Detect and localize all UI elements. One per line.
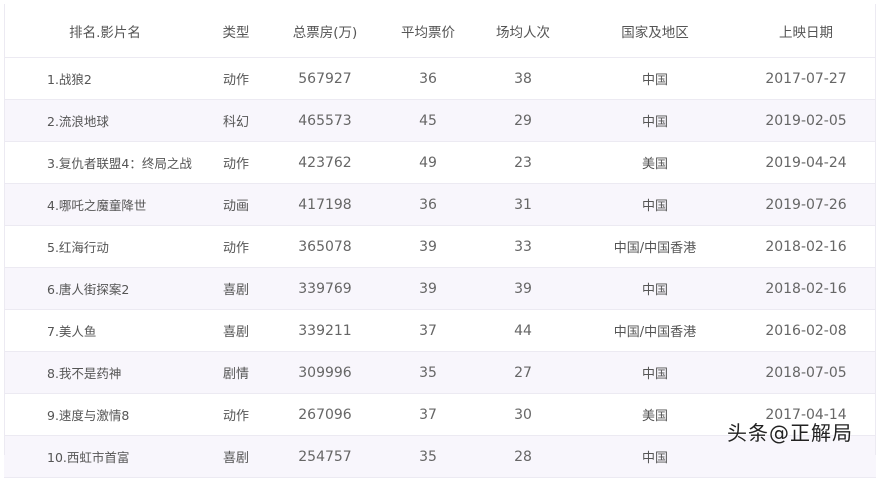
cell-box-office: 309996 [266, 351, 384, 394]
header-release-date: 上映日期 [736, 4, 876, 58]
header-country: 国家及地区 [574, 4, 736, 58]
cell-box-office: 339769 [266, 267, 384, 310]
cell-movie-name: 1.战狼2 [4, 57, 206, 100]
cell-box-office: 339211 [266, 309, 384, 352]
cell-avg-price: 35 [384, 435, 472, 478]
table-row: 6.唐人街探案2 喜剧 339769 39 39 中国 2018-02-16 [4, 267, 876, 310]
cell-avg-price: 35 [384, 351, 472, 394]
cell-avg-price: 49 [384, 141, 472, 184]
cell-movie-name: 7.美人鱼 [4, 309, 206, 352]
cell-country: 中国 [574, 57, 736, 100]
cell-box-office: 365078 [266, 225, 384, 268]
cell-movie-name: 10.西虹市首富 [4, 435, 206, 478]
cell-release-date: 2017-07-27 [736, 57, 876, 100]
cell-type: 喜剧 [206, 309, 266, 352]
cell-release-date: 2019-04-24 [736, 141, 876, 184]
cell-avg-attendance: 31 [472, 183, 574, 226]
cell-box-office: 254757 [266, 435, 384, 478]
cell-avg-attendance: 23 [472, 141, 574, 184]
header-row: 排名.影片名 类型 总票房(万) 平均票价 场均人次 国家及地区 上映日期 [4, 4, 876, 58]
cell-country: 中国 [574, 183, 736, 226]
cell-type: 喜剧 [206, 435, 266, 478]
cell-type: 动作 [206, 57, 266, 100]
cell-country: 中国/中国香港 [574, 225, 736, 268]
watermark: 头条@正解局 [727, 421, 853, 445]
table-row: 4.哪吒之魔童降世 动画 417198 36 31 中国 2019-07-26 [4, 183, 876, 226]
cell-release-date: 2016-02-08 [736, 309, 876, 352]
cell-release-date: 2017-04-14 [736, 393, 876, 436]
cell-release-date: 2019-07-26 [736, 183, 876, 226]
table-row: 9.速度与激情8 动作 267096 37 30 美国 2017-04-14 [4, 393, 876, 436]
cell-avg-attendance: 30 [472, 393, 574, 436]
table-row: 5.红海行动 动作 365078 39 33 中国/中国香港 2018-02-16 [4, 225, 876, 268]
cell-avg-price: 37 [384, 309, 472, 352]
cell-release-date: 2018-02-16 [736, 225, 876, 268]
cell-country: 中国 [574, 435, 736, 478]
cell-avg-price: 36 [384, 183, 472, 226]
cell-type: 动画 [206, 183, 266, 226]
cell-avg-price: 37 [384, 393, 472, 436]
cell-avg-attendance: 39 [472, 267, 574, 310]
cell-avg-attendance: 33 [472, 225, 574, 268]
cell-movie-name: 8.我不是药神 [4, 351, 206, 394]
cell-movie-name: 3.复仇者联盟4：终局之战 [4, 141, 206, 184]
header-box-office: 总票房(万) [266, 4, 384, 58]
cell-avg-attendance: 29 [472, 99, 574, 142]
cell-release-date: 2019-02-05 [736, 99, 876, 142]
cell-type: 喜剧 [206, 267, 266, 310]
cell-release-date: 2018-02-16 [736, 267, 876, 310]
cell-country: 中国 [574, 351, 736, 394]
cell-avg-attendance: 44 [472, 309, 574, 352]
cell-avg-price: 36 [384, 57, 472, 100]
header-type: 类型 [206, 4, 266, 58]
cell-country: 中国 [574, 99, 736, 142]
cell-movie-name: 5.红海行动 [4, 225, 206, 268]
cell-type: 科幻 [206, 99, 266, 142]
cell-movie-name: 2.流浪地球 [4, 99, 206, 142]
cell-type: 动作 [206, 141, 266, 184]
cell-box-office: 423762 [266, 141, 384, 184]
table-row: 8.我不是药神 剧情 309996 35 27 中国 2018-07-05 [4, 351, 876, 394]
box-office-table: 排名.影片名 类型 总票房(万) 平均票价 场均人次 国家及地区 上映日期 1.… [4, 4, 876, 478]
cell-avg-price: 45 [384, 99, 472, 142]
cell-movie-name: 6.唐人街探案2 [4, 267, 206, 310]
cell-country: 中国 [574, 267, 736, 310]
cell-country: 中国/中国香港 [574, 309, 736, 352]
cell-type: 剧情 [206, 351, 266, 394]
table-row: 7.美人鱼 喜剧 339211 37 44 中国/中国香港 2016-02-08 [4, 309, 876, 352]
cell-avg-attendance: 28 [472, 435, 574, 478]
cell-box-office: 267096 [266, 393, 384, 436]
cell-type: 动作 [206, 393, 266, 436]
cell-type: 动作 [206, 225, 266, 268]
cell-avg-price: 39 [384, 225, 472, 268]
cell-avg-price: 39 [384, 267, 472, 310]
cell-country: 美国 [574, 141, 736, 184]
cell-country: 美国 [574, 393, 736, 436]
cell-box-office: 567927 [266, 57, 384, 100]
header-avg-price: 平均票价 [384, 4, 472, 58]
header-avg-attendance: 场均人次 [472, 4, 574, 58]
cell-movie-name: 9.速度与激情8 [4, 393, 206, 436]
header-name: 排名.影片名 [4, 4, 206, 58]
table-row: 3.复仇者联盟4：终局之战 动作 423762 49 23 美国 2019-04-24 [4, 141, 876, 184]
cell-box-office: 465573 [266, 99, 384, 142]
cell-movie-name: 4.哪吒之魔童降世 [4, 183, 206, 226]
cell-avg-attendance: 38 [472, 57, 574, 100]
cell-release-date: 2018-07-05 [736, 351, 876, 394]
table-row: 1.战狼2 动作 567927 36 38 中国 2017-07-27 [4, 57, 876, 100]
cell-box-office: 417198 [266, 183, 384, 226]
table-row: 2.流浪地球 科幻 465573 45 29 中国 2019-02-05 [4, 99, 876, 142]
cell-avg-attendance: 27 [472, 351, 574, 394]
